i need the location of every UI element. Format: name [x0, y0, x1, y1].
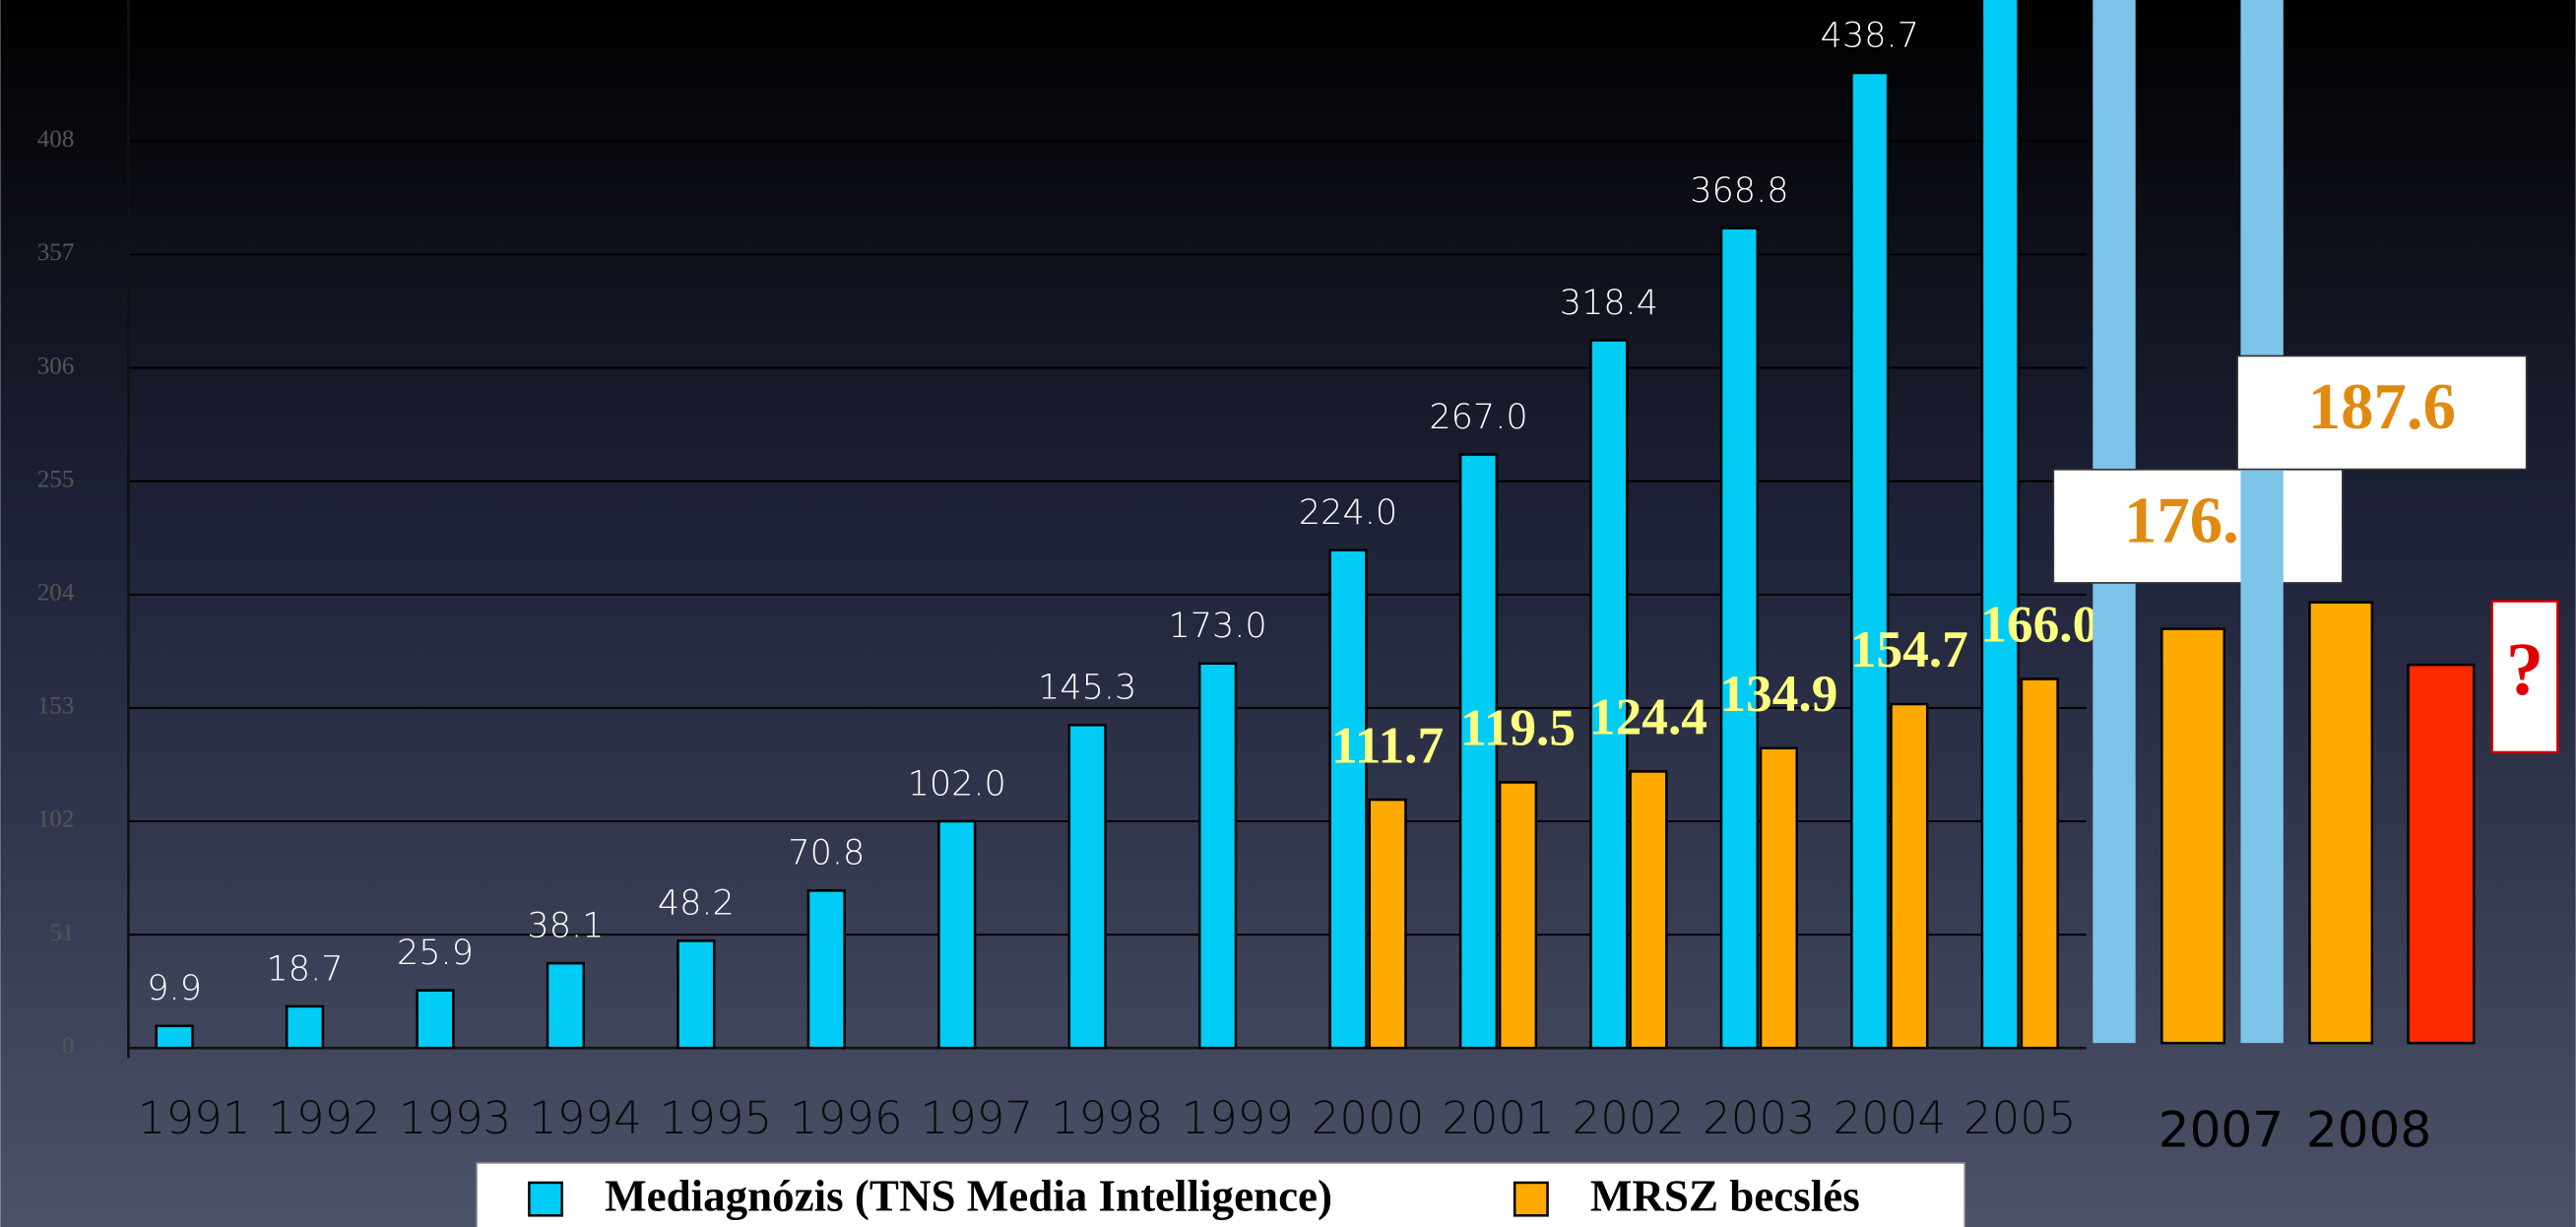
legend-label: Mediagnózis (TNS Media Intelligence): [605, 1172, 1332, 1221]
bar: [1850, 71, 1890, 1050]
annotation-box: [2490, 600, 2559, 754]
value-label: 38.1: [527, 905, 604, 945]
value-label: 134.9: [1719, 664, 1837, 723]
value-label: 111.7: [1331, 715, 1444, 774]
bar: [1980, 0, 2020, 1050]
x-tick-label: 2002: [1573, 1092, 1686, 1144]
y-tick-label: 306: [37, 353, 75, 379]
y-tick-label: 102: [37, 807, 75, 833]
x-tick-label: 1999: [1181, 1092, 1294, 1144]
bar: [2240, 0, 2284, 1044]
x-tick-label: 2001: [1442, 1092, 1555, 1144]
x-tick-label: 1993: [399, 1092, 512, 1144]
y-tick-label: 255: [37, 466, 75, 492]
bar: [1719, 226, 1759, 1050]
bar: [806, 889, 846, 1050]
x-tick-label: 2003: [1703, 1092, 1816, 1144]
label-box: [2052, 468, 2344, 584]
x-tick-label: 2008: [2306, 1101, 2431, 1158]
bar: [155, 1024, 194, 1050]
value-label: 267.0: [1429, 397, 1527, 437]
bar: [937, 819, 977, 1050]
y-tick-label: 204: [37, 579, 75, 606]
x-tick-label: 1995: [660, 1092, 773, 1144]
annotation: ?: [2506, 627, 2544, 711]
y-tick-label: 153: [37, 693, 75, 720]
y-tick-label: 0: [62, 1033, 75, 1060]
x-tick-label: 1994: [529, 1092, 642, 1144]
bar: [546, 961, 586, 1050]
bar: [416, 989, 455, 1050]
bar: [676, 939, 716, 1050]
x-tick-label: 1998: [1051, 1092, 1164, 1144]
legend-swatch: [528, 1181, 563, 1217]
legend-label: MRSZ becslés: [1590, 1172, 1860, 1221]
y-tick-label: 408: [37, 126, 75, 153]
value-label: 438.7: [1821, 15, 1919, 55]
bar: [1498, 781, 1538, 1050]
value-label: 25.9: [397, 933, 474, 973]
bar: [2407, 663, 2476, 1045]
bar: [1589, 339, 1629, 1050]
value-label: 18.7: [267, 948, 344, 989]
x-tick-label: 2004: [1834, 1092, 1947, 1144]
bar: [1629, 770, 1668, 1050]
bar: [1890, 702, 1929, 1050]
y-tick-label: 357: [37, 239, 75, 266]
bar: [1198, 662, 1238, 1050]
bar: [1458, 453, 1499, 1050]
x-tick-label: 1997: [920, 1092, 1033, 1144]
x-tick-label: 1992: [268, 1092, 381, 1144]
bar: [1328, 549, 1368, 1050]
value-label: 224.0: [1299, 492, 1397, 533]
value-label: 173.0: [1168, 606, 1266, 646]
value-label: 9.9: [147, 968, 202, 1008]
label-box: [2236, 355, 2528, 471]
x-tick-label: 1991: [138, 1092, 251, 1144]
x-tick-label: 1996: [790, 1092, 903, 1144]
bar: [1368, 798, 1407, 1050]
legend-swatch: [1513, 1181, 1549, 1217]
x-tick-label: 2005: [1964, 1092, 2077, 1144]
value-label: 368.8: [1690, 170, 1788, 211]
value-label: 318.4: [1560, 283, 1658, 323]
value-label: 154.7: [1850, 619, 1968, 678]
bar: [1067, 723, 1107, 1050]
legend: [476, 1162, 1966, 1227]
value-label: 102.0: [908, 763, 1006, 804]
bar: [1759, 746, 1798, 1050]
bar: [2160, 627, 2226, 1045]
value-label: 70.8: [788, 833, 865, 873]
x-tick-label: 2007: [2158, 1101, 2284, 1158]
value-label: 124.4: [1589, 687, 1707, 746]
value-label: 119.5: [1460, 698, 1576, 757]
value-label: 187.6: [2308, 371, 2456, 443]
value-label: 145.3: [1038, 668, 1136, 708]
value-label: 48.2: [658, 883, 735, 924]
bar: [285, 1004, 325, 1050]
value-label: 166.0: [1980, 595, 2098, 654]
y-tick-label: 51: [49, 920, 74, 946]
x-tick-label: 2000: [1312, 1092, 1425, 1144]
bar: [2020, 678, 2059, 1050]
bar: [2308, 601, 2374, 1045]
